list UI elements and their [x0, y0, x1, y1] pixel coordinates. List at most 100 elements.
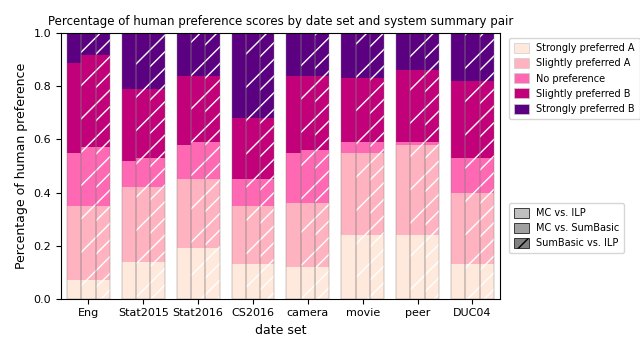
Bar [177, 145, 191, 179]
Bar [177, 179, 191, 248]
Bar [95, 147, 110, 206]
Bar [191, 33, 205, 299]
Bar [260, 206, 275, 264]
Bar [95, 280, 110, 299]
Bar [232, 118, 246, 179]
Bar [315, 33, 329, 299]
Bar [356, 78, 370, 142]
Bar [81, 33, 95, 299]
Bar [232, 264, 246, 299]
Bar [396, 142, 410, 145]
Bar [396, 70, 410, 142]
Bar [205, 76, 220, 142]
Bar [479, 81, 494, 158]
Bar [67, 33, 81, 63]
Bar [205, 179, 220, 248]
Bar [410, 33, 425, 70]
Bar [191, 248, 205, 299]
Bar [451, 158, 465, 193]
Bar [205, 33, 220, 76]
Bar [67, 206, 81, 280]
Bar [287, 267, 301, 299]
Bar [315, 150, 329, 203]
Bar [465, 158, 479, 193]
Bar [425, 33, 439, 70]
Bar [246, 264, 260, 299]
Bar [205, 248, 220, 299]
Bar [301, 150, 315, 203]
Bar [301, 267, 315, 299]
Bar [260, 118, 275, 179]
Bar [451, 81, 465, 158]
Bar [465, 33, 479, 81]
Bar [479, 193, 494, 264]
Bar [479, 33, 494, 81]
Bar [301, 203, 315, 267]
Bar [396, 33, 410, 299]
Bar [370, 142, 384, 153]
Bar [341, 33, 356, 299]
Bar [341, 153, 356, 235]
Bar [356, 142, 370, 153]
Bar [191, 33, 205, 76]
Bar [425, 235, 439, 299]
Bar [122, 89, 136, 161]
Bar [341, 235, 356, 299]
Bar [341, 33, 356, 78]
Bar [232, 33, 246, 118]
Bar [465, 81, 479, 158]
Bar [370, 33, 384, 78]
Bar [315, 76, 329, 150]
Bar [67, 280, 81, 299]
Bar [451, 33, 465, 299]
Bar [191, 179, 205, 248]
Bar [67, 33, 81, 299]
Bar [287, 33, 301, 299]
Bar [356, 153, 370, 235]
Bar [246, 33, 260, 118]
Bar [479, 158, 494, 193]
Bar [301, 33, 315, 299]
Bar [301, 76, 315, 150]
Bar [246, 206, 260, 264]
Bar [150, 33, 164, 89]
Bar [260, 33, 275, 299]
Bar [177, 33, 191, 299]
Bar [410, 145, 425, 235]
Bar [370, 235, 384, 299]
Bar [287, 153, 301, 203]
Bar [451, 193, 465, 264]
Bar [122, 33, 136, 89]
Bar [67, 63, 81, 153]
Bar [81, 33, 95, 55]
Bar [136, 89, 150, 158]
Bar [315, 203, 329, 267]
Bar [136, 262, 150, 299]
Bar [396, 33, 410, 70]
Bar [451, 33, 465, 81]
Bar [136, 33, 150, 299]
Bar [356, 33, 370, 299]
Bar [136, 187, 150, 262]
Bar [396, 235, 410, 299]
X-axis label: date set: date set [255, 324, 306, 337]
Bar [191, 142, 205, 179]
Bar [356, 235, 370, 299]
Bar [177, 33, 191, 76]
Bar [465, 33, 479, 299]
Bar [246, 118, 260, 179]
Bar [67, 153, 81, 206]
Bar [232, 206, 246, 264]
Bar [150, 33, 164, 299]
Bar [410, 142, 425, 145]
Title: Percentage of human preference scores by date set and system summary pair: Percentage of human preference scores by… [48, 15, 513, 28]
Bar [81, 55, 95, 147]
Bar [370, 153, 384, 235]
Bar [425, 70, 439, 142]
Bar [465, 193, 479, 264]
Bar [205, 142, 220, 179]
Bar [260, 179, 275, 206]
Bar [246, 179, 260, 206]
Bar [341, 142, 356, 153]
Legend: MC vs. ILP, MC vs. SumBasic, SumBasic vs. ILP: MC vs. ILP, MC vs. SumBasic, SumBasic vs… [509, 203, 625, 253]
